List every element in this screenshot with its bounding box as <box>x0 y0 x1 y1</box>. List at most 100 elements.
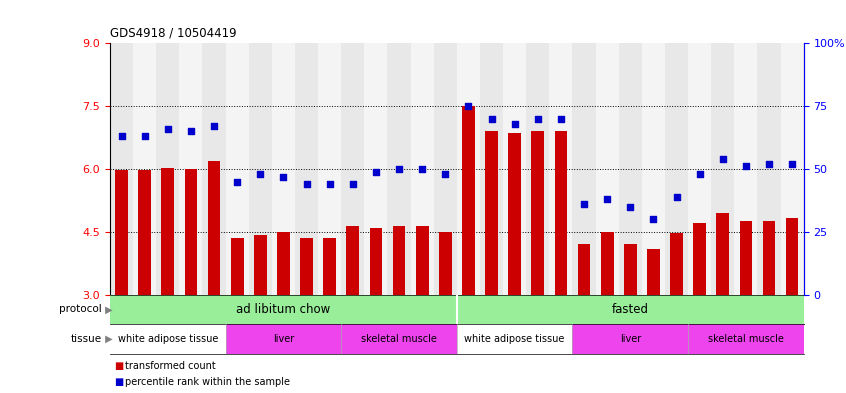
Bar <box>554 131 568 295</box>
Bar <box>485 131 498 295</box>
Bar <box>739 221 752 295</box>
Point <box>161 126 174 132</box>
Point <box>762 161 776 167</box>
Bar <box>462 106 475 295</box>
Bar <box>202 43 226 295</box>
Bar <box>226 43 249 295</box>
Text: ▶: ▶ <box>102 305 113 314</box>
Bar <box>226 324 341 354</box>
Bar <box>457 295 804 324</box>
Point <box>624 204 637 210</box>
Bar <box>786 219 799 295</box>
Point <box>299 181 313 187</box>
Point <box>601 196 614 202</box>
Point <box>184 128 198 134</box>
Text: ▶: ▶ <box>102 334 113 344</box>
Bar <box>162 168 174 295</box>
Bar <box>133 43 157 295</box>
Bar <box>138 170 151 295</box>
Text: skeletal muscle: skeletal muscle <box>361 334 437 344</box>
Point <box>207 123 221 129</box>
Point <box>785 161 799 167</box>
Bar <box>318 43 341 295</box>
Bar <box>601 232 613 295</box>
Bar <box>642 43 665 295</box>
Bar <box>549 43 573 295</box>
Bar <box>480 43 503 295</box>
Bar <box>457 324 573 354</box>
Bar <box>295 43 318 295</box>
Bar <box>781 43 804 295</box>
Text: liver: liver <box>619 334 641 344</box>
Bar <box>341 43 365 295</box>
Point <box>393 166 406 172</box>
Bar <box>711 43 734 295</box>
Point <box>646 216 660 222</box>
Point <box>323 181 337 187</box>
Text: ad libitum chow: ad libitum chow <box>236 303 331 316</box>
Bar <box>618 43 642 295</box>
Point <box>554 116 568 122</box>
Text: liver: liver <box>272 334 294 344</box>
Point <box>277 173 290 180</box>
Bar <box>393 226 405 295</box>
Point <box>670 193 684 200</box>
Bar <box>157 43 179 295</box>
Bar <box>665 43 688 295</box>
Point <box>693 171 706 177</box>
Bar <box>573 324 688 354</box>
Bar <box>410 43 434 295</box>
Text: ■: ■ <box>114 361 124 371</box>
Bar <box>624 244 637 295</box>
Bar <box>110 295 457 324</box>
Bar <box>207 162 221 295</box>
Point <box>230 178 244 185</box>
Bar <box>439 232 452 295</box>
Point <box>138 133 151 140</box>
Bar <box>573 43 596 295</box>
Point <box>531 116 545 122</box>
Point <box>716 156 729 162</box>
Bar <box>503 43 526 295</box>
Bar <box>323 238 336 295</box>
Text: transformed count: transformed count <box>125 361 216 371</box>
Bar <box>457 43 480 295</box>
Bar <box>531 131 544 295</box>
Bar <box>300 238 313 295</box>
Text: fasted: fasted <box>612 303 649 316</box>
Bar <box>734 43 757 295</box>
Bar <box>762 221 776 295</box>
Bar <box>670 233 683 295</box>
Point <box>485 116 498 122</box>
Bar <box>110 43 133 295</box>
Bar <box>254 235 266 295</box>
Bar <box>277 232 290 295</box>
Bar <box>434 43 457 295</box>
Bar <box>578 244 591 295</box>
Point <box>415 166 429 172</box>
Point <box>739 163 753 170</box>
Bar <box>110 324 226 354</box>
Bar <box>272 43 295 295</box>
Bar <box>231 238 244 295</box>
Point <box>346 181 360 187</box>
Bar <box>184 169 197 295</box>
Point <box>577 201 591 208</box>
Bar <box>526 43 549 295</box>
Bar <box>387 43 410 295</box>
Point <box>462 103 475 109</box>
Bar <box>693 224 706 295</box>
Text: white adipose tissue: white adipose tissue <box>118 334 218 344</box>
Text: ■: ■ <box>114 377 124 387</box>
Text: GDS4918 / 10504419: GDS4918 / 10504419 <box>110 26 237 39</box>
Bar <box>757 43 781 295</box>
Bar <box>341 324 457 354</box>
Bar <box>688 324 804 354</box>
Text: percentile rank within the sample: percentile rank within the sample <box>125 377 290 387</box>
Text: white adipose tissue: white adipose tissue <box>464 334 565 344</box>
Point <box>115 133 129 140</box>
Bar <box>365 43 387 295</box>
Bar <box>688 43 711 295</box>
Point <box>438 171 452 177</box>
Text: tissue: tissue <box>70 334 102 344</box>
